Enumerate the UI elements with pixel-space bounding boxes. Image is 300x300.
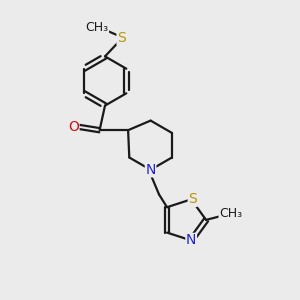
- Text: S: S: [188, 192, 197, 206]
- Text: CH₃: CH₃: [219, 207, 242, 220]
- Text: O: O: [68, 120, 79, 134]
- Text: S: S: [117, 31, 126, 45]
- Text: N: N: [186, 233, 196, 248]
- Text: N: N: [146, 163, 156, 177]
- Text: CH₃: CH₃: [85, 21, 109, 34]
